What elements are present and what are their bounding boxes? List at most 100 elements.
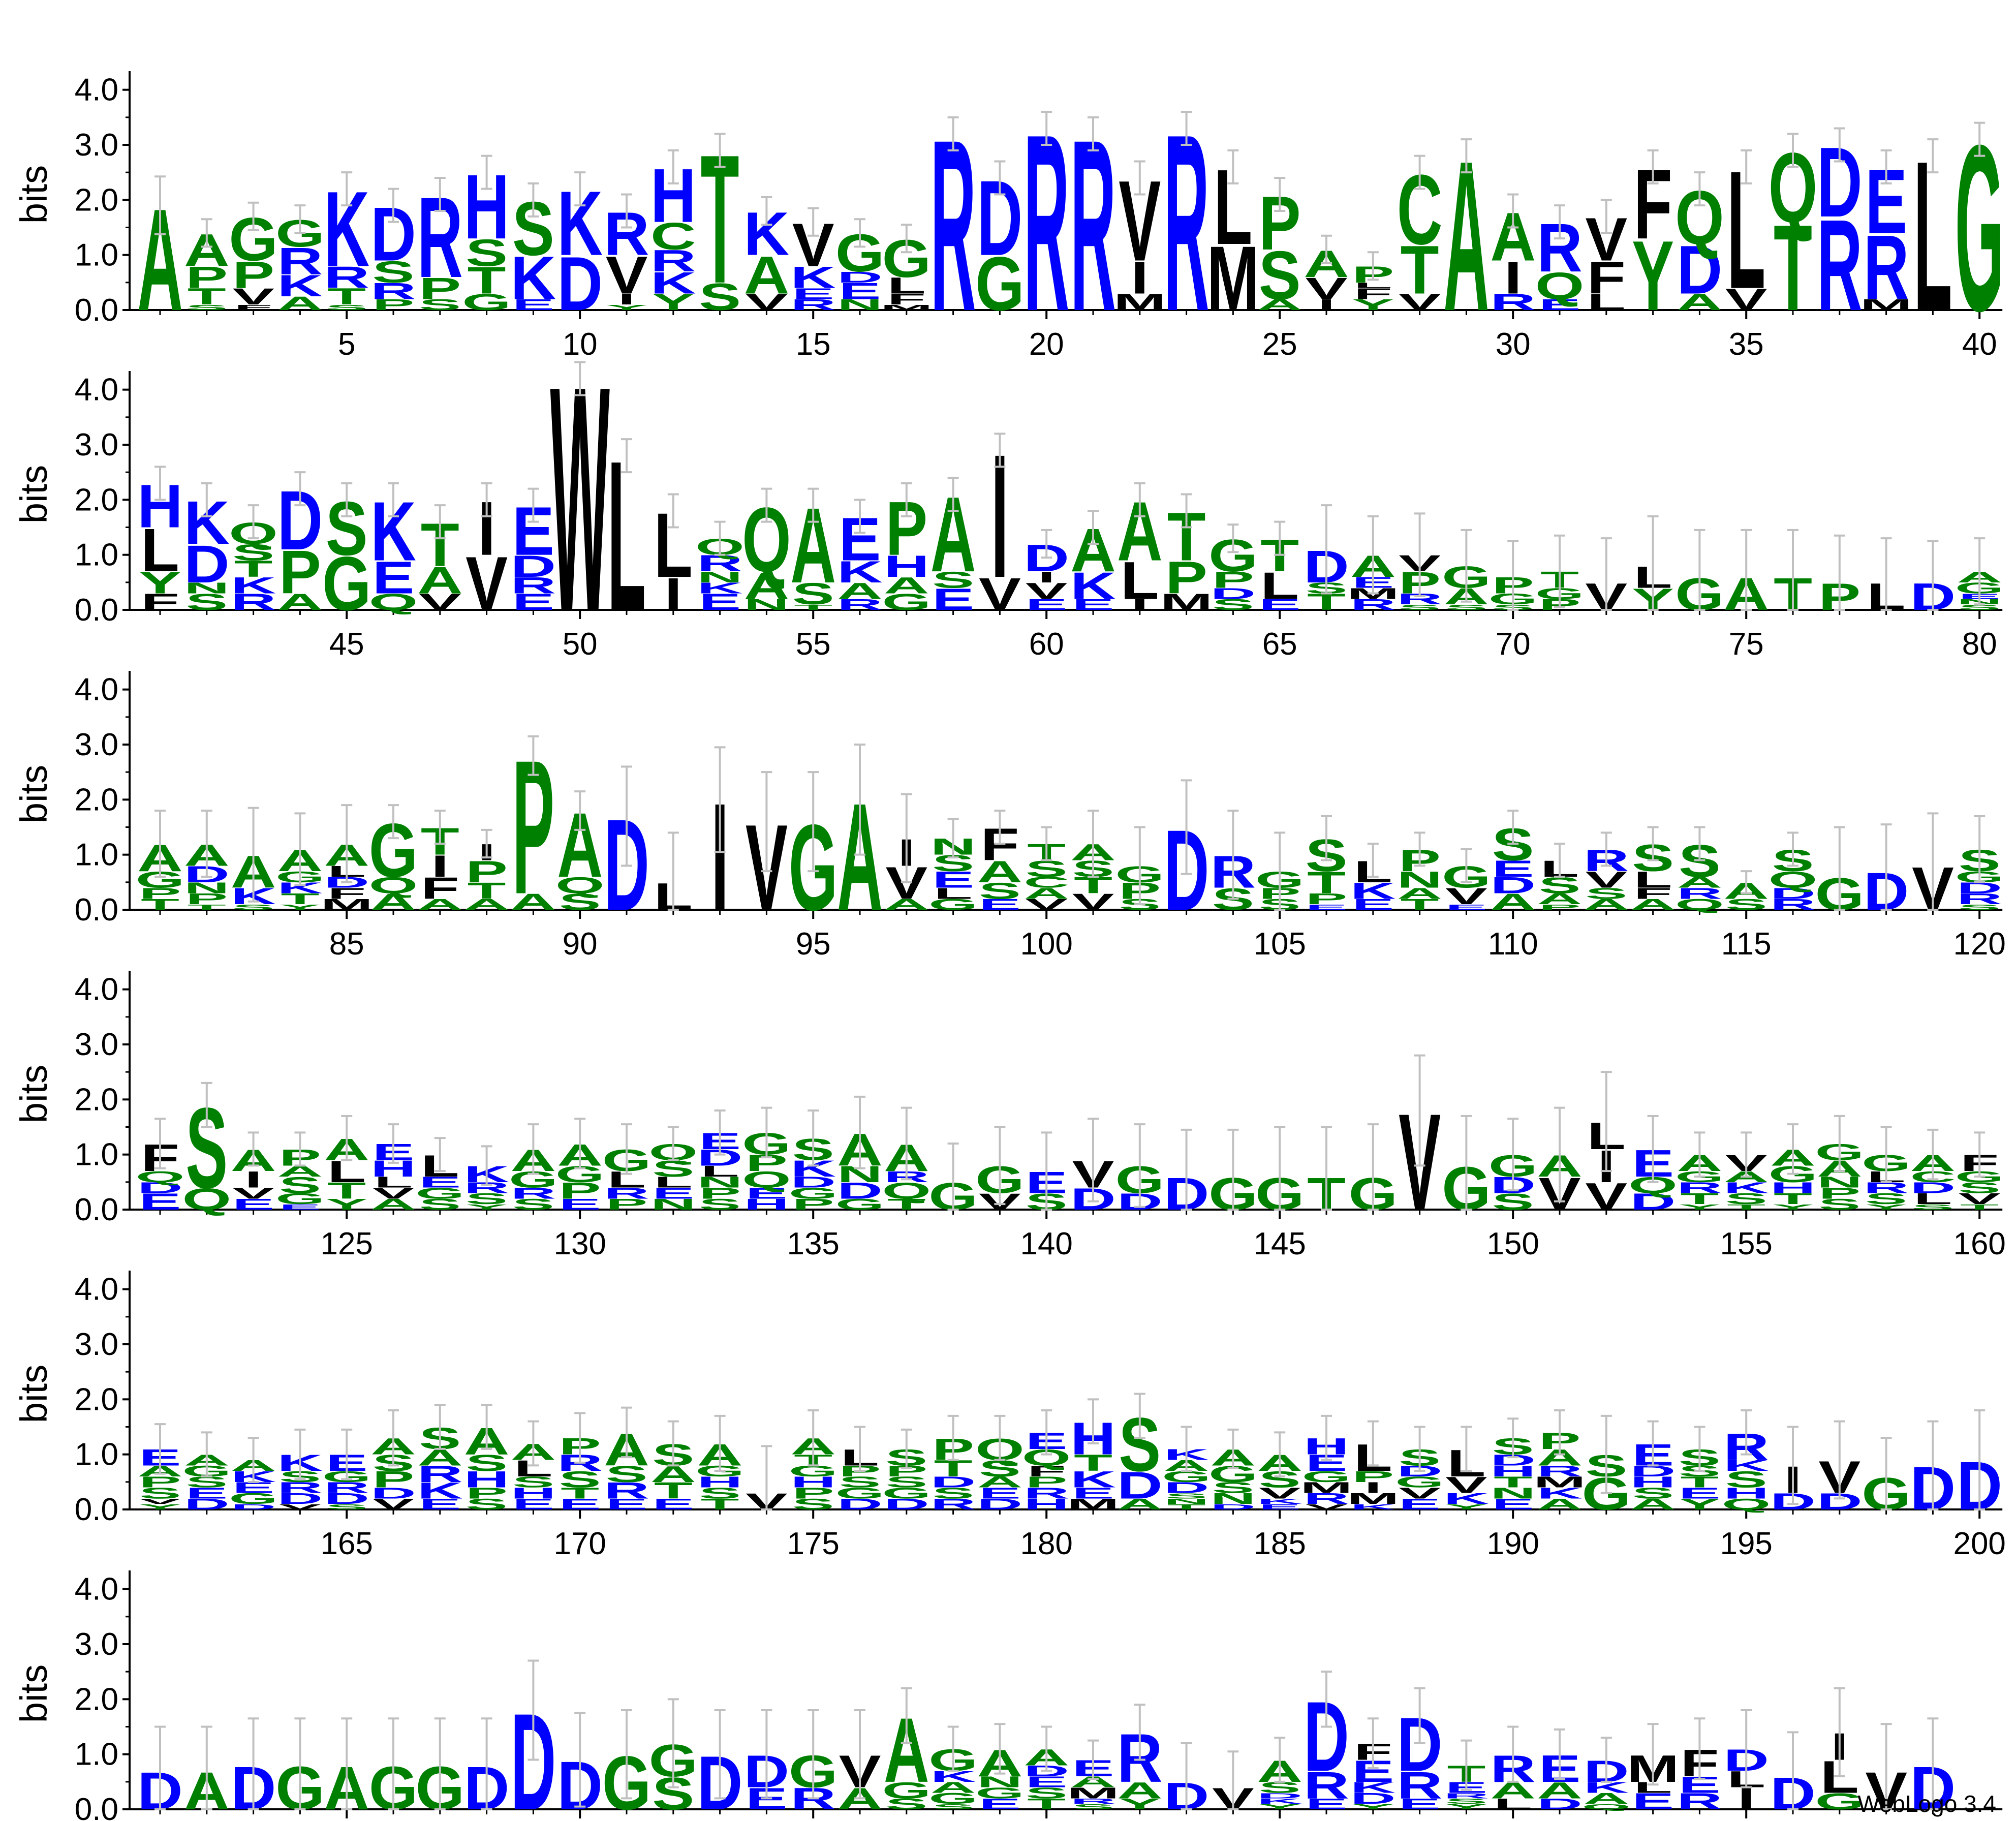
y-tick-label: 3.0	[75, 727, 118, 762]
logo-letter: V	[419, 589, 461, 615]
logo-letter: K	[1070, 564, 1116, 607]
logo-column: ETSRP	[557, 1412, 603, 1513]
logo-letter: D	[1117, 1464, 1163, 1506]
logo-column: DGSPL	[835, 1426, 885, 1513]
logo-letter: V	[279, 1502, 321, 1511]
y-tick-label: 0.0	[75, 1492, 118, 1527]
x-tick-label: 105	[1253, 927, 1306, 962]
logo-column: VI	[466, 482, 508, 627]
x-tick-label: 110	[1488, 927, 1538, 962]
y-tick-label: 2.0	[75, 182, 118, 218]
logo-letter: A	[884, 896, 929, 913]
logo-column: VI	[979, 419, 1021, 620]
logo-letter: G	[1395, 1474, 1444, 1491]
logo-letter: R	[417, 1461, 463, 1487]
x-tick-label: 40	[1962, 327, 1997, 362]
logo-letter: A	[931, 1779, 976, 1797]
logo-letter: G	[882, 589, 931, 615]
logo-letter: H	[1770, 1180, 1816, 1197]
logo-letter: R	[1304, 1764, 1349, 1806]
logo-letter: P	[699, 1185, 741, 1202]
logo-letter: Q	[555, 872, 605, 898]
logo-letter: S	[1445, 1797, 1487, 1806]
logo-column: ST	[699, 117, 741, 322]
logo-letter: S	[419, 296, 461, 314]
logo-letter: C	[650, 215, 696, 258]
logo-letter: P	[232, 254, 274, 296]
logo-letter: E	[979, 1485, 1021, 1502]
logo-letter: H	[697, 1474, 743, 1491]
logo-letter: E	[1026, 596, 1068, 613]
logo-column: TSHGA	[695, 1414, 745, 1513]
logo-letter: R	[650, 244, 696, 278]
logo-letter: R	[277, 1479, 323, 1497]
logo-column: V	[746, 1445, 788, 1515]
logo-column: NAQ	[742, 487, 791, 613]
logo-column: G	[1255, 1126, 1305, 1220]
logo-column: G	[928, 1143, 978, 1218]
logo-letter: P	[466, 855, 508, 889]
logo-column: VIL	[1585, 1071, 1627, 1218]
logo-letter: K	[1070, 1467, 1116, 1493]
logo-letter: E	[699, 589, 741, 615]
y-tick-label: 1.0	[75, 238, 118, 273]
logo-letter: A	[977, 855, 1023, 889]
logo-column: QEK	[369, 482, 418, 615]
logo-letter: I	[1318, 296, 1336, 314]
y-axis-label: bits	[13, 1065, 55, 1123]
logo-column: V	[1399, 1054, 1441, 1239]
y-tick-label: 1.0	[75, 1737, 118, 1772]
logo-column: EVGDS	[1395, 1426, 1444, 1513]
logo-column: D	[1164, 1128, 1209, 1220]
logo-letter: G	[835, 1196, 885, 1213]
logo-letter: D	[837, 269, 883, 286]
logo-letter: E	[1539, 296, 1581, 314]
logo-letter: P	[1212, 567, 1254, 593]
logo-letter: D	[884, 1496, 929, 1513]
logo-letter: E	[932, 867, 974, 893]
logo-letter: A	[1397, 885, 1443, 902]
logo-letter: A	[1677, 289, 1723, 315]
logo-column: YTRGA	[1675, 1131, 1724, 1211]
logo-letter: R	[604, 1185, 649, 1202]
logo-letter: S	[185, 589, 228, 615]
logo-column: VTC	[1397, 154, 1443, 315]
logo-letter: D	[837, 1178, 883, 1203]
logo-letter: G	[835, 1485, 885, 1502]
logo-column: SPG	[1115, 826, 1164, 913]
logo-letter: R	[1070, 1797, 1116, 1806]
logo-column: DV	[1817, 1420, 1863, 1515]
logo-letter: S	[1725, 1190, 1767, 1208]
y-tick-label: 4.0	[75, 672, 118, 707]
logo-letter: V	[139, 1497, 181, 1506]
logo-letter: E	[839, 278, 881, 304]
logo-letter: N	[744, 596, 790, 613]
logo-column: MIV	[1113, 157, 1166, 315]
x-tick-label: 115	[1721, 927, 1772, 962]
logo-letter: Y	[1772, 1202, 1814, 1211]
logo-letter: L	[1587, 289, 1626, 315]
logo-letter: A	[370, 1196, 416, 1213]
x-tick-label: 10	[563, 327, 598, 362]
logo-letter: S	[1212, 596, 1254, 613]
logo-letter: D	[977, 1496, 1023, 1513]
logo-letter: D	[231, 1502, 276, 1511]
logo-letter: S	[559, 1467, 601, 1493]
logo-letter: R	[1397, 1764, 1443, 1806]
logo-letter: V	[1306, 271, 1348, 305]
logo-letter: R	[790, 296, 836, 314]
